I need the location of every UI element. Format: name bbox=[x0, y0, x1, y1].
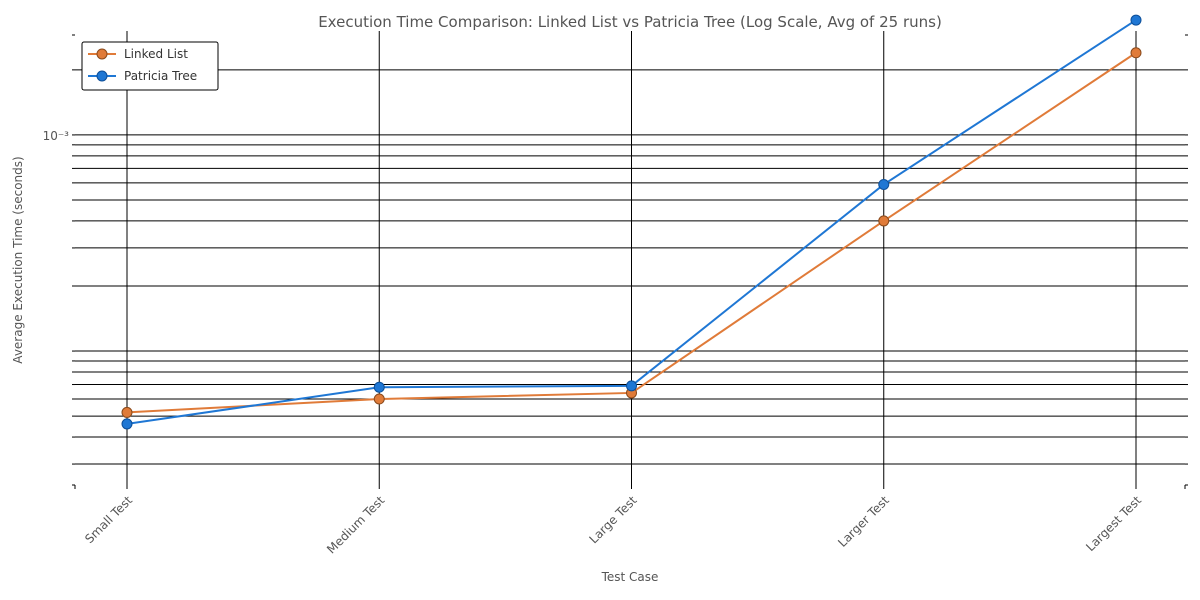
data-point-patricia-tree bbox=[1130, 14, 1142, 26]
y-tick-label: 10⁻³ bbox=[43, 129, 70, 143]
x-tick-label: Small Test bbox=[82, 493, 135, 546]
data-point-linked-list bbox=[373, 393, 385, 405]
y-axis-label: Average Execution Time (seconds) bbox=[11, 156, 25, 363]
legend-marker-linked-list bbox=[96, 48, 108, 60]
grid bbox=[75, 35, 1185, 485]
legend-marker-patricia-tree bbox=[96, 70, 108, 82]
x-tick-label: Large Test bbox=[586, 493, 639, 546]
data-point-patricia-tree bbox=[373, 381, 385, 393]
series-layer bbox=[121, 14, 1142, 430]
legend-label-linked-list: Linked List bbox=[124, 47, 188, 61]
data-point-patricia-tree bbox=[121, 418, 133, 430]
chart-title: Execution Time Comparison: Linked List v… bbox=[318, 13, 942, 31]
data-point-linked-list bbox=[1130, 47, 1142, 59]
legend-label-patricia-tree: Patricia Tree bbox=[124, 69, 197, 83]
x-axis-label: Test Case bbox=[601, 570, 659, 584]
axes: 10⁻³ Small Test Medium Test Large Test Large… bbox=[43, 31, 1188, 556]
data-point-linked-list bbox=[878, 215, 890, 227]
x-tick-label: Medium Test bbox=[324, 493, 387, 556]
data-point-patricia-tree bbox=[878, 178, 890, 190]
x-tick-label: Largest Test bbox=[1083, 493, 1144, 554]
legend: Linked List Patricia Tree bbox=[81, 41, 219, 91]
data-point-patricia-tree bbox=[626, 380, 637, 392]
x-tick-label: Larger Test bbox=[835, 493, 892, 550]
data-point-linked-list bbox=[121, 406, 133, 418]
